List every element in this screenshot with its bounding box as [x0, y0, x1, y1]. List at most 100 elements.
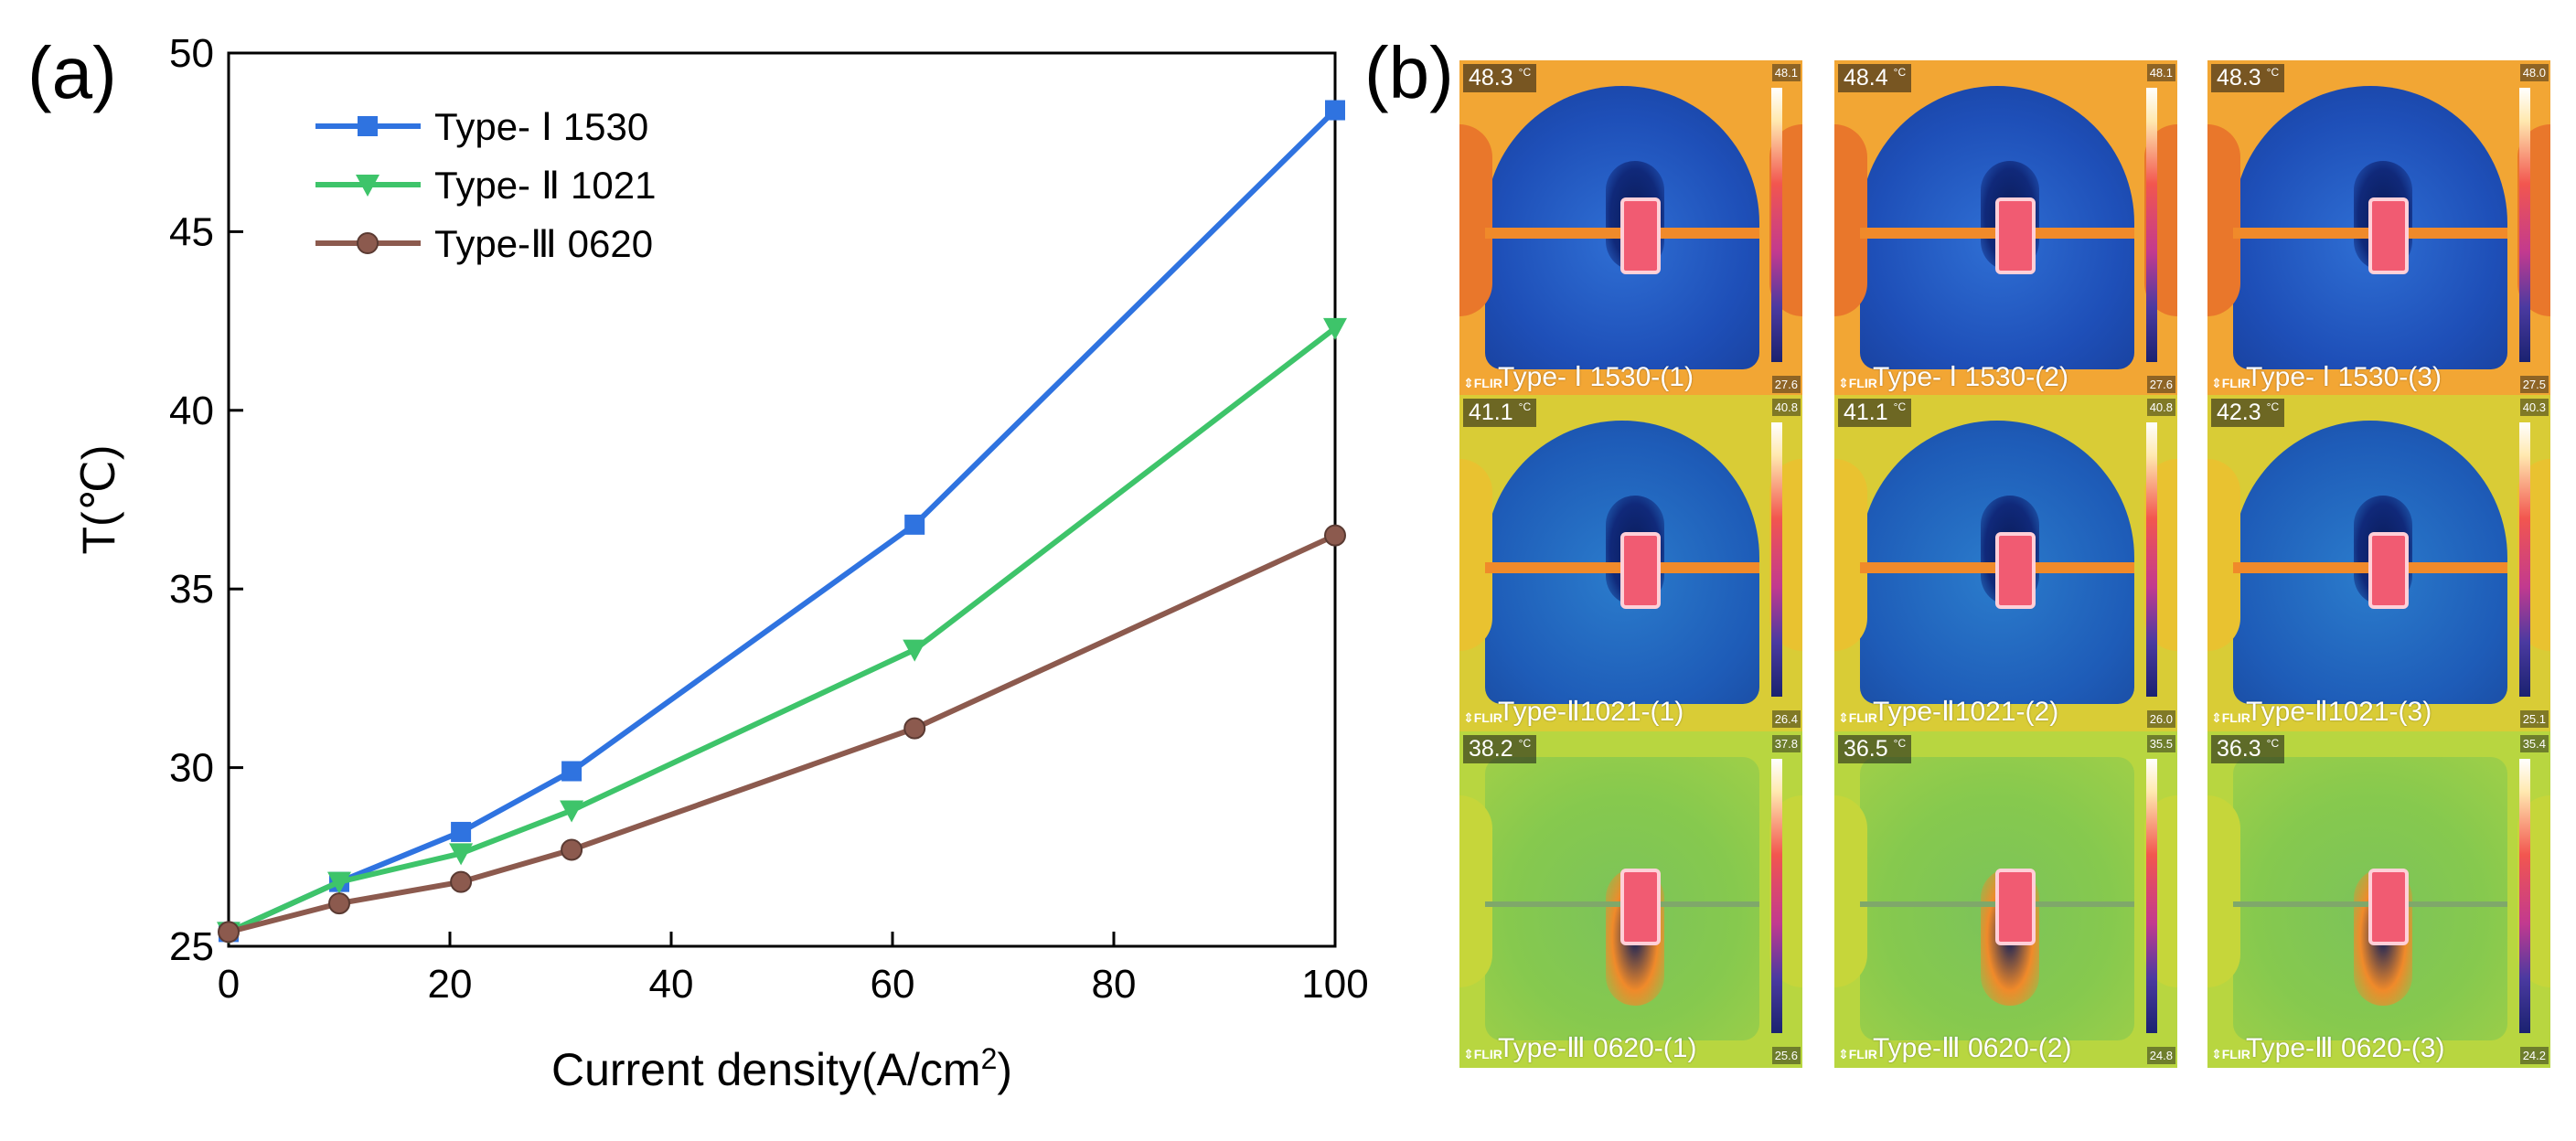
- legend-label: Type- Ⅰ 1530: [434, 105, 648, 148]
- fixture-left: [1459, 795, 1492, 987]
- flir-logo: ⇕FLIR: [1463, 710, 1502, 725]
- color-scale-bar: [2146, 422, 2157, 697]
- max-temp-value: 38.2: [1469, 736, 1513, 762]
- temp-unit: °C: [2266, 400, 2280, 413]
- thermal-image-caption: Type-Ⅲ 0620-(1): [1498, 1033, 1697, 1063]
- flir-logo: ⇕FLIR: [1838, 710, 1877, 725]
- scale-max-value: 48.1: [2146, 64, 2175, 81]
- scale-max-value: 40.3: [2519, 399, 2549, 416]
- x-tick-label: 0: [218, 962, 240, 1007]
- temperature-line-chart: 0 20 40 60 80 100 25 30 35 40 45 50 Current density(…: [73, 31, 1369, 1095]
- legend-marker: [356, 175, 379, 197]
- x-tick-label: 80: [1092, 962, 1137, 1007]
- scale-min-value: 27.6: [1771, 376, 1801, 393]
- device-chip: [1995, 532, 2036, 609]
- scale-max-value: 35.5: [2146, 735, 2175, 752]
- fixture-left: [1459, 124, 1492, 316]
- color-scale-bar: [2519, 422, 2530, 697]
- x-tick-label: 20: [428, 962, 473, 1007]
- data-point: [904, 514, 925, 535]
- device-chip: [2368, 532, 2409, 609]
- scale-min-value: 25.1: [2519, 710, 2549, 728]
- thermal-image-caption: Type- Ⅰ 1530-(3): [2246, 362, 2442, 392]
- data-point: [451, 821, 472, 842]
- thermal-image-caption: Type- Ⅰ 1530-(2): [1873, 362, 2068, 392]
- scale-max-value: 40.8: [1771, 399, 1801, 416]
- max-temp-readout: 41.1 °C: [1463, 399, 1537, 427]
- thermal-image-caption: Type- Ⅰ 1530-(1): [1498, 362, 1694, 392]
- x-tick-label: 40: [649, 962, 694, 1007]
- data-point: [1325, 100, 1345, 121]
- scale-min-value: 26.0: [2146, 710, 2175, 728]
- flir-logo: ⇕FLIR: [1463, 376, 1502, 390]
- temp-unit: °C: [1893, 400, 1907, 413]
- color-scale-bar: [1771, 759, 1782, 1033]
- data-point: [1324, 524, 1346, 547]
- fixture-left: [2207, 459, 2240, 651]
- max-temp-value: 48.3: [1469, 65, 1513, 91]
- y-tick-label: 45: [169, 209, 214, 254]
- thermal-image: 48.3 °C 48.1 27.6 ⇕FLIR Type- Ⅰ 1530-(1): [1459, 60, 1802, 397]
- scale-min-value: 25.6: [1771, 1047, 1801, 1064]
- temp-unit: °C: [1893, 737, 1907, 750]
- flir-logo: ⇕FLIR: [1838, 1047, 1877, 1061]
- max-temp-readout: 38.2 °C: [1463, 735, 1537, 763]
- y-tick-label: 25: [169, 924, 214, 969]
- max-temp-value: 36.5: [1844, 736, 1888, 762]
- fixture-left: [2207, 124, 2240, 316]
- max-temp-value: 36.3: [2217, 736, 2261, 762]
- color-scale-bar: [2519, 88, 2530, 362]
- fixture-left: [1459, 459, 1492, 651]
- x-tick-label: 100: [1301, 962, 1368, 1007]
- temp-unit: °C: [2266, 737, 2280, 750]
- data-point: [561, 838, 583, 861]
- color-scale-bar: [2146, 88, 2157, 362]
- data-point: [1323, 317, 1347, 340]
- data-point: [218, 921, 240, 944]
- temp-unit: °C: [2266, 66, 2280, 79]
- series-line-2: [227, 325, 1337, 935]
- flir-logo: ⇕FLIR: [1463, 1047, 1502, 1061]
- thermal-image-caption: Type-Ⅱ1021-(3): [2246, 697, 2432, 727]
- temp-unit: °C: [1518, 737, 1532, 750]
- series-line-3: [228, 532, 1337, 935]
- scale-max-value: 40.8: [2146, 399, 2175, 416]
- y-tick-label: 35: [169, 567, 214, 612]
- device-chip: [2368, 869, 2409, 945]
- panel-label-b: (b): [1364, 32, 1454, 113]
- y-axis-label: T(℃): [73, 445, 124, 555]
- fixture-left: [2207, 795, 2240, 987]
- thermal-image-caption: Type-Ⅲ 0620-(2): [1873, 1033, 2072, 1063]
- legend-label: Type- Ⅱ 1021: [434, 164, 656, 207]
- flir-logo: ⇕FLIR: [1838, 376, 1877, 390]
- scale-min-value: 24.2: [2519, 1047, 2549, 1064]
- data-point: [903, 639, 927, 662]
- data-point: [903, 717, 926, 740]
- thermal-image: 38.2 °C 37.8 25.6 ⇕FLIR Type-Ⅲ 0620-(1): [1459, 731, 1802, 1068]
- data-point: [561, 761, 583, 782]
- data-point: [560, 800, 584, 823]
- device-chip: [1620, 197, 1661, 274]
- max-temp-readout: 48.3 °C: [2211, 64, 2285, 92]
- legend-marker: [358, 116, 378, 136]
- scale-max-value: 35.4: [2519, 735, 2549, 752]
- temp-unit: °C: [1518, 400, 1532, 413]
- panel-label-a: (a): [27, 32, 117, 113]
- max-temp-value: 42.3: [2217, 400, 2261, 425]
- max-temp-readout: 36.3 °C: [2211, 735, 2285, 763]
- thermal-image-caption: Type-Ⅲ 0620-(3): [2246, 1033, 2445, 1063]
- max-temp-readout: 42.3 °C: [2211, 399, 2285, 427]
- max-temp-value: 41.1: [1844, 400, 1888, 425]
- thermal-image: 41.1 °C 40.8 26.0 ⇕FLIR Type-Ⅱ1021-(2): [1834, 395, 2177, 731]
- color-scale-bar: [1771, 422, 1782, 697]
- data-point: [328, 892, 350, 915]
- max-temp-readout: 36.5 °C: [1838, 735, 1912, 763]
- device-chip: [1995, 869, 2036, 945]
- scale-min-value: 27.6: [2146, 376, 2175, 393]
- scale-min-value: 24.8: [2146, 1047, 2175, 1064]
- scale-max-value: 48.1: [1771, 64, 1801, 81]
- legend-marker: [357, 232, 379, 254]
- series-line-1: [227, 108, 1338, 935]
- legend-label: Type-Ⅲ 0620: [434, 222, 653, 265]
- flir-logo: ⇕FLIR: [2211, 1047, 2250, 1061]
